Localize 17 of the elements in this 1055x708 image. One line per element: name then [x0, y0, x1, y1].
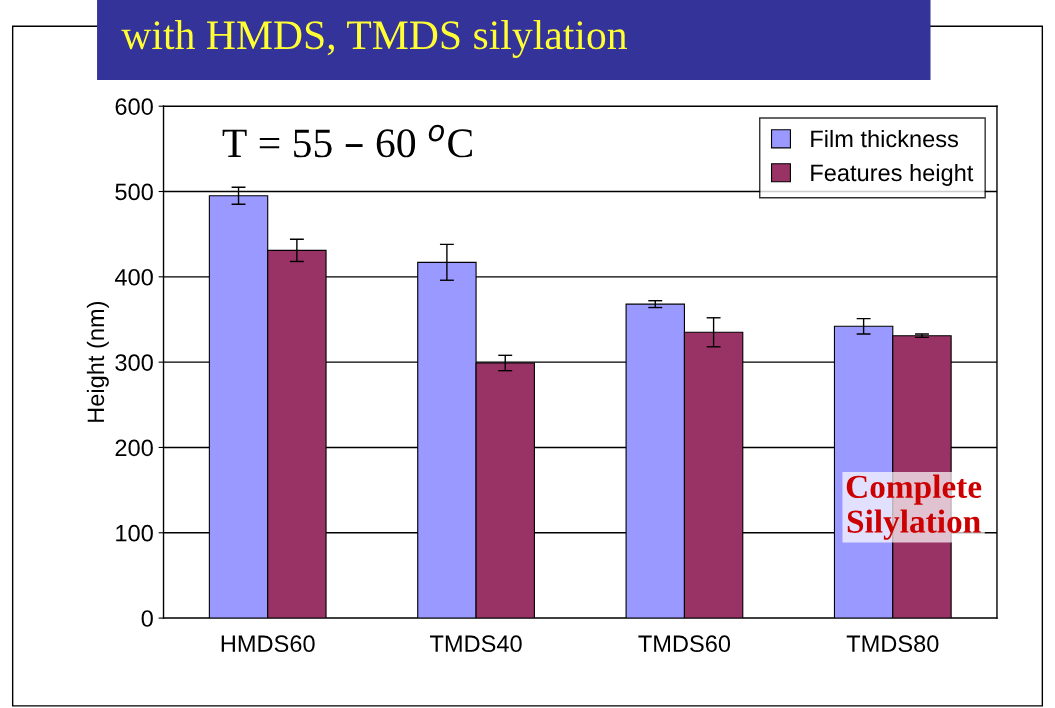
annotation: T = 55 – 60 $^{o}$C [222, 124, 472, 158]
annotation: Complete Silylation [846, 474, 982, 540]
y-tick-label: 200 [115, 439, 153, 457]
x-tick-label: TMDS60 [638, 635, 731, 653]
y-tick-label: 0 [141, 610, 153, 627]
y-axis-title: Height (nm) [86, 301, 109, 422]
y-tick-label: 400 [114, 268, 153, 286]
y-tick-label: 300 [115, 354, 153, 371]
legend-label: Film thickness [811, 129, 959, 148]
x-tick-label: TMDS80 [846, 635, 939, 653]
chart-title: with HMDS, TMDS silylation [121, 19, 627, 58]
y-tick-label: 500 [115, 183, 153, 201]
legend-label: Features height [811, 163, 974, 186]
y-tick-label: 100 [116, 524, 153, 542]
x-tick-label: HMDS60 [221, 635, 315, 653]
x-tick-label: TMDS40 [430, 635, 522, 653]
y-tick-label: 600 [115, 98, 153, 115]
